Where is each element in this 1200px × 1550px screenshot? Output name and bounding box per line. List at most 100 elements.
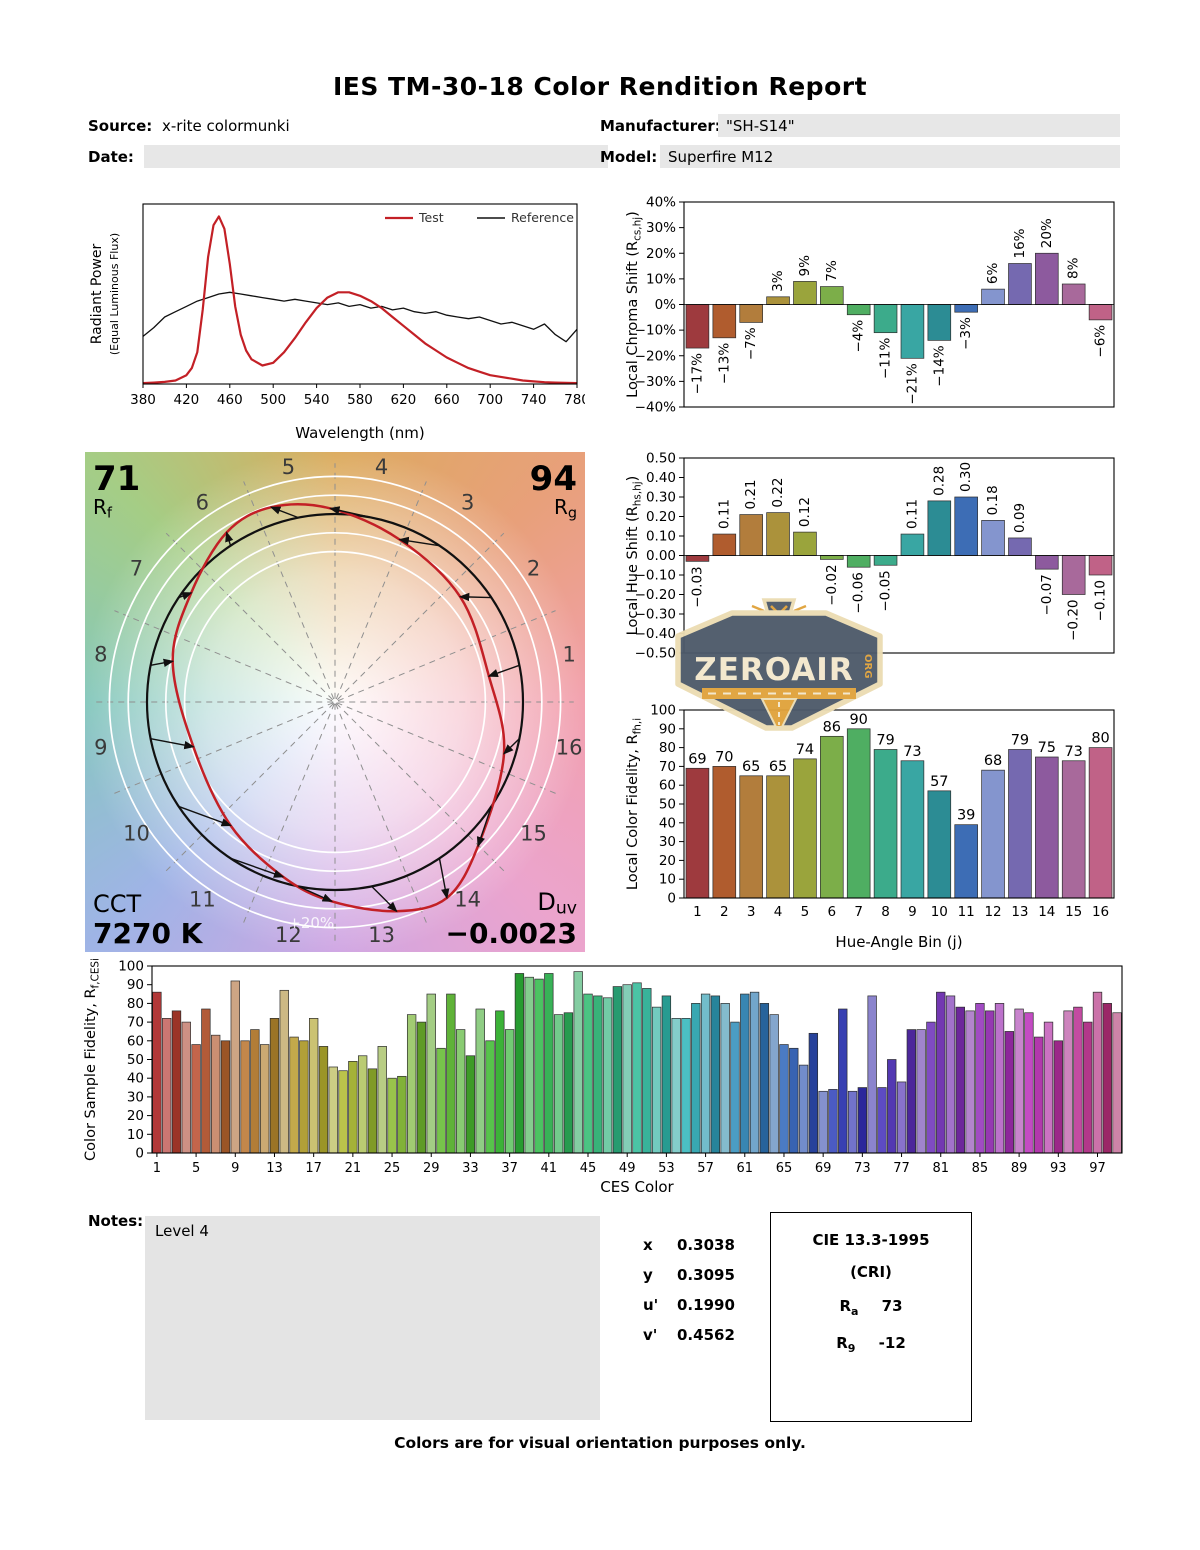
svg-text:0.00: 0.00 [646, 548, 676, 564]
svg-text:Local Chroma Shift (Rcs,hj): Local Chroma Shift (Rcs,hj) [625, 211, 644, 398]
svg-text:89: 89 [1011, 1161, 1028, 1176]
svg-text:16: 16 [1092, 904, 1109, 920]
svg-text:20%: 20% [1039, 218, 1055, 248]
svg-text:8: 8 [881, 904, 890, 920]
svg-text:65: 65 [776, 1161, 793, 1176]
svg-text:0.12: 0.12 [797, 497, 813, 527]
svg-text:0.28: 0.28 [931, 466, 947, 496]
color-vector-graphic: 1 2 3 4 5 6 7 8 9 10 11 12 13 14 15 16 +20% 71 Rf 94 Rg CCT 72… [85, 452, 585, 952]
svg-text:16: 16 [556, 736, 583, 760]
svg-text:0: 0 [667, 891, 676, 907]
svg-text:60: 60 [659, 778, 676, 794]
svg-text:90: 90 [849, 712, 867, 728]
svg-text:CCT: CCT [93, 890, 142, 918]
svg-text:41: 41 [541, 1161, 558, 1176]
svg-text:−11%: −11% [878, 338, 894, 379]
svg-text:−17%: −17% [689, 353, 705, 394]
svg-text:7: 7 [854, 904, 863, 920]
svg-text:Wavelength (nm): Wavelength (nm) [295, 424, 425, 442]
svg-text:Rf: Rf [93, 495, 113, 522]
svg-text:580: 580 [347, 392, 373, 408]
svg-text:0.30: 0.30 [958, 462, 974, 492]
svg-text:20: 20 [127, 1108, 144, 1124]
svg-text:100: 100 [650, 703, 676, 719]
svg-text:61: 61 [737, 1161, 754, 1176]
local-chroma-shift-chart: −17% −13% −7% 3% 9% 7% −4% −11% −21% −14% −3% 6% 16%… [622, 192, 1127, 444]
svg-text:79: 79 [1011, 732, 1029, 748]
svg-text:69: 69 [688, 751, 706, 767]
svg-text:Radiant Power: Radiant Power [89, 244, 105, 345]
date-value [144, 145, 608, 168]
svg-text:65: 65 [742, 759, 760, 775]
svg-text:57: 57 [697, 1161, 714, 1176]
svg-text:75: 75 [1038, 740, 1056, 756]
svg-text:−0.20: −0.20 [635, 587, 676, 603]
svg-text:11: 11 [189, 888, 216, 912]
svg-text:86: 86 [823, 719, 841, 735]
svg-text:85: 85 [972, 1161, 989, 1176]
cri-subtitle: (CRI) [850, 1263, 892, 1281]
svg-text:80: 80 [659, 740, 676, 756]
local-fidelity-svg: 69 1 70 2 65 3 65 4 74 5 86 6 90 7 79 8 73 9 57 10 39 11 68 12 7… [625, 703, 1115, 951]
svg-text:3: 3 [461, 490, 474, 514]
svg-text:65: 65 [769, 759, 787, 775]
svg-text:12: 12 [984, 904, 1001, 920]
svg-text:13: 13 [368, 923, 395, 947]
svg-text:700: 700 [477, 392, 503, 408]
svg-text:0%: 0% [655, 297, 677, 313]
svg-text:50: 50 [659, 797, 676, 813]
svg-text:Hue-Angle Bin (j): Hue-Angle Bin (j) [835, 933, 962, 951]
svg-text:660: 660 [434, 392, 460, 408]
svg-text:6: 6 [196, 490, 209, 514]
chromaticity-u-label: u' [643, 1296, 659, 1314]
svg-text:−0.20: −0.20 [1066, 600, 1082, 641]
svg-text:−40%: −40% [635, 400, 676, 416]
svg-text:10%: 10% [646, 271, 676, 287]
svg-text:−7%: −7% [743, 327, 759, 360]
svg-text:6: 6 [828, 904, 837, 920]
svg-text:−4%: −4% [851, 320, 867, 353]
notes-label: Notes: [88, 1212, 144, 1230]
svg-text:81: 81 [932, 1161, 949, 1176]
svg-text:10: 10 [123, 822, 150, 846]
svg-text:10: 10 [127, 1127, 144, 1143]
svg-text:3: 3 [747, 904, 756, 920]
model-label: Model: [600, 148, 658, 166]
date-label: Date: [88, 148, 134, 166]
svg-text:9%: 9% [797, 255, 813, 277]
svg-text:−0.40: −0.40 [635, 626, 676, 642]
svg-text:30%: 30% [646, 220, 676, 236]
svg-text:25: 25 [384, 1161, 401, 1176]
svg-text:20%: 20% [646, 246, 676, 262]
chroma-shift-svg: −17% −13% −7% 3% 9% 7% −4% −11% −21% −14% −3% 6% 16%… [625, 195, 1115, 416]
svg-text:CES Color: CES Color [600, 1178, 674, 1196]
svg-text:5: 5 [282, 455, 295, 479]
svg-text:73: 73 [854, 1161, 871, 1176]
svg-text:0.10: 0.10 [646, 529, 676, 545]
svg-text:39: 39 [957, 808, 975, 824]
svg-text:9: 9 [231, 1161, 239, 1176]
notes-box: Level 4 [145, 1216, 600, 1420]
watermark-svg: ZEROAIR ORG [675, 598, 883, 731]
hue-shift-svg: −0.03 0.11 0.21 0.22 0.12 −0.02 −0.06 −0.05 0.11… [625, 451, 1115, 662]
svg-text:10: 10 [659, 872, 676, 888]
svg-text:460: 460 [217, 392, 243, 408]
svg-text:0.18: 0.18 [985, 485, 1001, 515]
svg-text:2: 2 [527, 556, 540, 580]
svg-text:70: 70 [127, 1015, 144, 1031]
cri-ra-value: 73 [881, 1297, 903, 1315]
svg-text:11: 11 [958, 904, 975, 920]
chromaticity-x-value: 0.3038 [677, 1236, 735, 1254]
local-hue-shift-chart: −0.03 0.11 0.21 0.22 0.12 −0.02 −0.06 −0.05 0.11… [622, 448, 1127, 688]
svg-text:68: 68 [984, 753, 1002, 769]
svg-text:−0.10: −0.10 [635, 568, 676, 584]
svg-text:0: 0 [135, 1146, 144, 1162]
color-sample-fidelity-chart: 0 10 20 30 40 50 60 70 80 90 100 1 5 9 13 17 21 25 29 33 37 4… [80, 958, 1130, 1198]
svg-text:500: 500 [260, 392, 286, 408]
page-title: IES TM-30-18 Color Rendition Report [332, 72, 868, 101]
chromaticity-v-value: 0.4562 [677, 1326, 735, 1344]
svg-text:Color Sample Fidelity, Rf,CESi: Color Sample Fidelity, Rf,CESi [83, 958, 102, 1161]
svg-text:30: 30 [127, 1089, 144, 1105]
svg-text:−13%: −13% [716, 343, 732, 384]
